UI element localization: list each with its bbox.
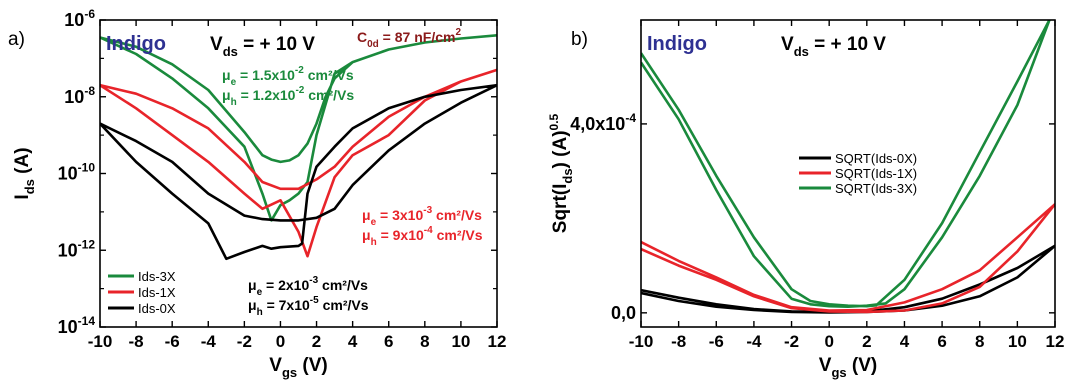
x-tick-label: -8 (671, 332, 686, 351)
series-group (100, 33, 497, 261)
y-axis-label: Sqrt(Ids) (A)0.5 (547, 113, 575, 233)
panel-b: -10 -8 -6 -4 -2 0 2 4 6 8 10 12 0,0 4,0x10-4 b) Vgs (V)… (547, 19, 1065, 380)
panel-label: a) (8, 29, 25, 50)
x-tick-label: -4 (201, 332, 217, 351)
series-line-sqrt-ids-3x- (641, 20, 1051, 309)
x-axis-label: Vgs (V) (269, 355, 327, 380)
x-tick-label: 8 (975, 332, 984, 351)
mobility-annotation-0x: μe = 2x10-3 cm²/Vs (248, 275, 368, 298)
legend-label: SQRT(Ids-1X) (835, 166, 917, 181)
series-line-ids-1x (100, 68, 497, 258)
legend-label: Ids-0X (138, 301, 176, 316)
mobility-annotation-3x: μh = 1.2x10-2 cm²/Vs (222, 85, 354, 108)
x-tick-label: -10 (629, 332, 654, 351)
x-tick-label: 8 (420, 332, 429, 351)
x-tick-label: -2 (784, 332, 799, 351)
x-tick-label: 6 (937, 332, 946, 351)
y-tick-label: 10-10 (58, 161, 96, 184)
series-group (641, 20, 1055, 314)
c0d-annotation: C0d = 87 nF/cm2 (357, 27, 461, 50)
series-line-sqrt-ids-0x- (641, 244, 1055, 314)
y-tick-label: 4,0x10-4 (570, 111, 636, 134)
x-tick-label: 10 (1008, 332, 1027, 351)
y-tick-label: 10-14 (58, 314, 96, 337)
x-tick-label: 4 (900, 332, 910, 351)
legend-label: SQRT(Ids-3X) (835, 181, 917, 196)
series-line-ids-3x (100, 33, 497, 222)
mobility-annotation-1x: μh = 9x10-4 cm²/Vs (362, 225, 483, 248)
vds-label: Vds = + 10 V (781, 34, 886, 59)
mobility-annotation-3x: μe = 1.5x10-2 cm²/Vs (222, 65, 354, 88)
x-tick-label: 6 (384, 332, 393, 351)
series-line-ids-0x (100, 83, 497, 261)
legend-label: Ids-3X (138, 269, 176, 284)
x-tick-label: -6 (709, 332, 724, 351)
x-tick-label: -10 (88, 332, 113, 351)
x-tick-label: 4 (348, 332, 358, 351)
panel-label: b) (571, 29, 588, 50)
legend-label: SQRT(Ids-0X) (835, 151, 917, 166)
x-tick-label: 0 (824, 332, 833, 351)
x-tick-label: 2 (312, 332, 321, 351)
x-tick-label: -4 (746, 332, 762, 351)
material-label: Indigo (106, 33, 166, 55)
x-tick-label: 10 (451, 332, 470, 351)
legend-label: Ids-1X (138, 285, 176, 300)
vds-label: Vds = + 10 V (210, 34, 315, 59)
mobility-annotation-1x: μe = 3x10-3 cm²/Vs (362, 205, 482, 228)
x-axis-label: Vgs (V) (819, 355, 877, 380)
plot-frame (640, 19, 1056, 328)
x-tick-label: 12 (1046, 332, 1065, 351)
x-tick-label: -6 (165, 332, 180, 351)
y-tick-label: 10-6 (64, 7, 95, 30)
x-tick-label: -2 (237, 332, 252, 351)
y-tick-label: 10-12 (58, 237, 96, 260)
x-tick-label: 2 (862, 332, 871, 351)
x-tick-label: -8 (129, 332, 144, 351)
series-line-sqrt-ids-1x- (641, 202, 1055, 314)
x-tick-label: 0 (276, 332, 285, 351)
x-tick-label: 12 (488, 332, 507, 351)
y-tick-label: 0,0 (611, 303, 636, 323)
material-label: Indigo (647, 33, 707, 55)
mobility-annotation-0x: μh = 7x10-5 cm²/Vs (248, 295, 369, 318)
y-axis-label: Ids (A) (12, 147, 37, 199)
panel-a: -10 -8 -6 -4 -2 0 2 4 6 8 10 12 10-6 10-8 10-10 10-12 10… (8, 7, 506, 380)
y-tick-label: 10-8 (64, 84, 95, 107)
